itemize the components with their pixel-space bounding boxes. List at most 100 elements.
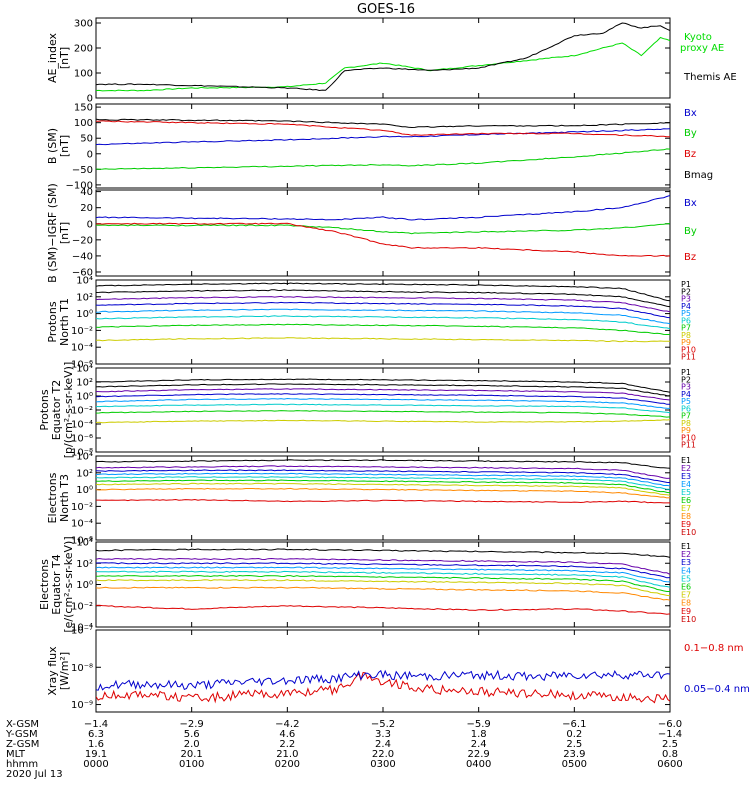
ytick-label: 300 bbox=[74, 19, 93, 30]
xaxis-tick-label: 23.9 bbox=[563, 749, 585, 760]
ytick-label: 10⁰ bbox=[76, 309, 93, 320]
ytick-label: 0 bbox=[87, 149, 93, 160]
series-line-p2 bbox=[96, 383, 670, 397]
ytick-label: 10⁻⁷ bbox=[71, 626, 93, 637]
xaxis-tick-label: −6.1 bbox=[562, 719, 586, 730]
axis-ylabel: Electrons bbox=[38, 559, 51, 610]
series-line-p8 bbox=[96, 337, 670, 343]
xaxis-tick-label: 2.4 bbox=[471, 739, 487, 750]
series-line-e4 bbox=[96, 566, 670, 583]
legend-entry: P3 bbox=[681, 295, 691, 304]
legend-entry: Bx bbox=[684, 198, 697, 209]
ytick-label: 10⁻⁸ bbox=[71, 448, 93, 459]
series-line-e2 bbox=[96, 557, 670, 575]
xaxis-tick-label: 2.4 bbox=[375, 739, 391, 750]
legend-entry: E8 bbox=[681, 599, 691, 608]
axis-ylabel: Electrons bbox=[46, 472, 59, 523]
axis-ylabel: AE_index bbox=[46, 32, 59, 83]
xaxis-tick-label: −2.9 bbox=[180, 719, 204, 730]
ytick-label: 10⁻² bbox=[71, 406, 93, 417]
series-line-e6 bbox=[96, 574, 670, 592]
ytick-label: −50 bbox=[72, 165, 93, 176]
legend-entry: 0.1−0.8 nm bbox=[684, 643, 743, 654]
axis-ylabel: [nT] bbox=[58, 47, 71, 69]
xaxis-tick-label: 2.2 bbox=[279, 739, 295, 750]
xaxis-tick-label: 0.2 bbox=[566, 729, 582, 740]
legend-entry: P4 bbox=[681, 302, 691, 311]
panel-p1: 10⁻⁶ 10⁻⁴ 10⁻² 10⁰ 10² 10⁴ Protons North T1 P1P2… bbox=[46, 276, 696, 371]
xaxis-tick-label: 0100 bbox=[179, 759, 204, 770]
ytick-label: 10² bbox=[76, 292, 93, 303]
ytick-label: 10⁴ bbox=[76, 538, 93, 549]
series-line-bx bbox=[96, 128, 670, 146]
ytick-label: 10⁻⁴ bbox=[71, 623, 93, 634]
series-line-p3 bbox=[96, 295, 670, 313]
legend-entry: P6 bbox=[681, 404, 691, 413]
legend-entry: E4 bbox=[681, 566, 691, 575]
series-line-e7 bbox=[96, 482, 670, 496]
legend-entry: By bbox=[684, 128, 697, 139]
legend-entry: P7 bbox=[681, 412, 691, 421]
series-line-p5 bbox=[96, 397, 670, 409]
legend-entry: P4 bbox=[681, 390, 691, 399]
series-line-e8 bbox=[96, 487, 670, 499]
series-group bbox=[96, 22, 670, 92]
plot-frame bbox=[95, 629, 671, 713]
series-line-e3 bbox=[96, 562, 670, 579]
legend-entry: E6 bbox=[681, 583, 691, 592]
ytick-label: −60 bbox=[72, 267, 93, 278]
series-line-p6 bbox=[96, 403, 670, 414]
ytick-label: 0 bbox=[87, 94, 93, 105]
series-group bbox=[96, 282, 670, 343]
legend-entry: P1 bbox=[681, 368, 691, 377]
ytick-label: 10² bbox=[76, 378, 93, 389]
ytick-label: 10⁴ bbox=[76, 452, 93, 463]
ytick-label: 10⁻⁴ bbox=[71, 420, 93, 431]
series-line-e3 bbox=[96, 469, 670, 484]
legend-entry: E8 bbox=[681, 512, 691, 521]
legend-entry: P9 bbox=[681, 338, 691, 347]
series-group bbox=[96, 378, 670, 424]
axis-ylabel: North T3 bbox=[58, 474, 71, 522]
figure-title: GOES-16 bbox=[357, 2, 415, 17]
panel-e4: 10⁻⁴ 10⁻² 10⁰ 10² 10⁴ Electrons Equator T4 [e/(… bbox=[38, 536, 696, 633]
legend-entry: E5 bbox=[681, 574, 691, 583]
series-line-by bbox=[96, 223, 670, 235]
series-line-e4 bbox=[96, 472, 670, 487]
ytick-label: 200 bbox=[74, 44, 93, 55]
xaxis-tick-label: −4.2 bbox=[275, 719, 299, 730]
legend-entry: E4 bbox=[681, 480, 691, 489]
legend-entry: E6 bbox=[681, 496, 691, 505]
xaxis-tick-label: 2.5 bbox=[662, 739, 678, 750]
axis-ylabel: [p/(cm²-s-sr-keV)] bbox=[62, 362, 75, 459]
series-line-e1 bbox=[96, 548, 670, 558]
legend-entry: Bz bbox=[684, 252, 696, 263]
ytick-label: 10⁻² bbox=[71, 502, 93, 513]
axis-ylabel: Xray flux bbox=[46, 646, 59, 696]
ytick-label: 0 bbox=[87, 219, 93, 230]
xaxis-row-label: hhmm bbox=[6, 759, 38, 770]
ytick-label: 10⁻⁶ bbox=[71, 434, 93, 445]
axis-ylabel: [nT] bbox=[58, 135, 71, 157]
series-line-e2 bbox=[96, 465, 670, 479]
ytick-label: 20 bbox=[80, 203, 93, 214]
series-group bbox=[96, 669, 670, 704]
xaxis-tick-label: 20.1 bbox=[181, 749, 203, 760]
legend-entry: By bbox=[684, 226, 697, 237]
xaxis-row-label: Y-GSM bbox=[5, 729, 38, 740]
series-line-p1 bbox=[96, 378, 670, 393]
series-line-p4 bbox=[96, 301, 670, 319]
legend-entry: E9 bbox=[681, 520, 691, 529]
xaxis-tick-label: 5.6 bbox=[184, 729, 200, 740]
legend-entry: E3 bbox=[681, 558, 691, 567]
legend-entry: P5 bbox=[681, 397, 691, 406]
xaxis-tick-label: 0300 bbox=[370, 759, 395, 770]
legend-entry: Themis AE bbox=[683, 72, 737, 83]
ytick-label: 10⁻⁴ bbox=[71, 519, 93, 530]
legend-entry: P11 bbox=[681, 353, 696, 362]
ytick-label: 10⁻⁹ bbox=[71, 700, 93, 711]
legend-entry: P2 bbox=[681, 375, 691, 384]
legend-entry: P10 bbox=[681, 433, 696, 442]
ytick-label: 10⁰ bbox=[76, 580, 93, 591]
